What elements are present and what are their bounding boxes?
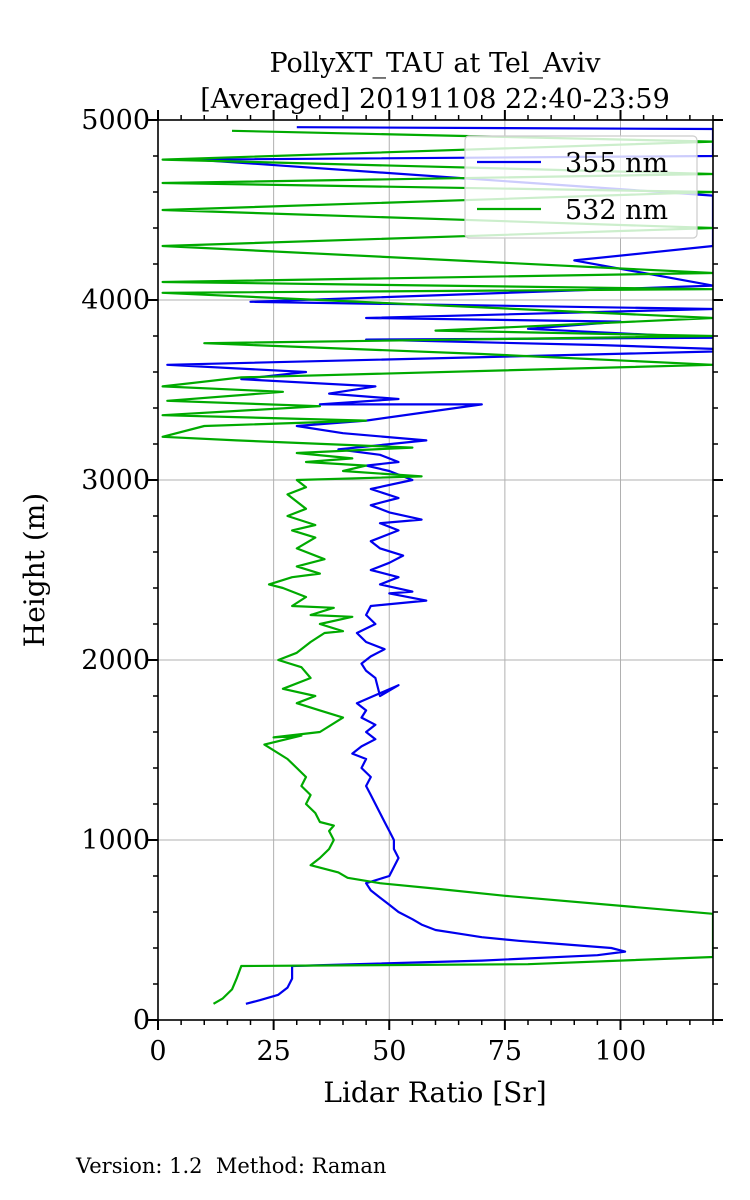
- version-footer: Version: 1.2 Method: Raman: [76, 1154, 387, 1178]
- y-tick-label: 1000: [81, 825, 150, 856]
- y-tick-label: 3000: [81, 465, 150, 496]
- x-tick-label: 75: [488, 1036, 522, 1067]
- legend: 355 nm 532 nm: [464, 135, 698, 239]
- y-tick-label: 0: [133, 1005, 150, 1036]
- chart-subtitle: [Averaged] 20191108 22:40-23:59: [200, 84, 670, 115]
- y-tick-label: 4000: [81, 285, 150, 316]
- x-tick-label: 50: [372, 1036, 406, 1067]
- plot-area: [161, 126, 713, 1005]
- y-axis-label: Height (m): [18, 493, 51, 647]
- legend-label: 532 nm: [565, 195, 668, 226]
- x-axis-label: Lidar Ratio [Sr]: [323, 1076, 546, 1109]
- y-tick-label: 2000: [81, 645, 150, 676]
- series-line-532nm: [161, 129, 713, 1005]
- x-tick-label: 100: [595, 1036, 647, 1067]
- y-tick-label: 5000: [81, 105, 150, 136]
- legend-label: 355 nm: [565, 148, 668, 179]
- x-tick-label: 25: [256, 1036, 290, 1067]
- chart-title: PollyXT_TAU at Tel_Aviv: [269, 48, 601, 79]
- x-tick-label: 0: [149, 1036, 166, 1067]
- series-line-355nm: [166, 126, 713, 1005]
